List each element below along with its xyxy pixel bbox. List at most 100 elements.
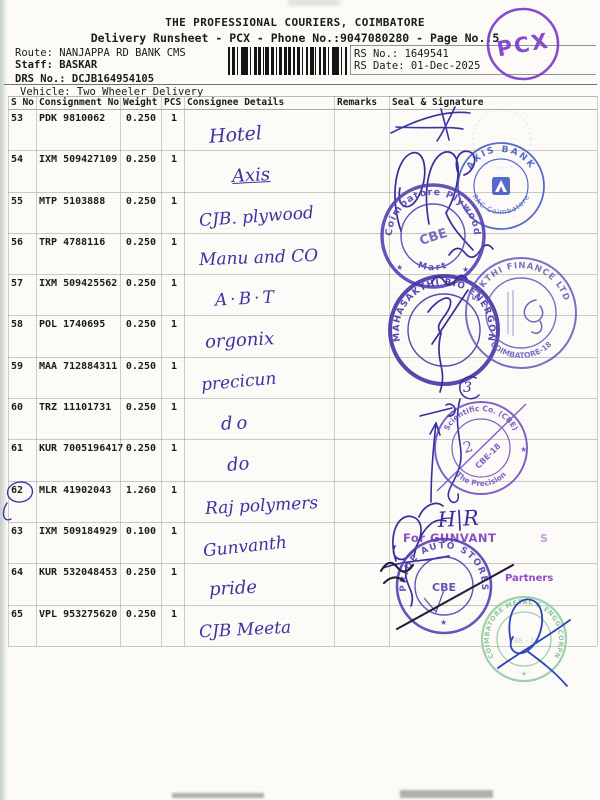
divider (350, 74, 596, 75)
pcs-value: 1 (170, 360, 178, 372)
consignee-handwritten: do (220, 412, 252, 435)
table-row: 55 MTP 5103888 0.250 1 CJB. plywood (8, 192, 597, 234)
consignee-handwritten: orgonix (204, 328, 275, 354)
remarks-cell (334, 151, 389, 192)
serial-number: 55 (11, 195, 24, 207)
seal-cell (389, 110, 597, 151)
consignment-number: VPL 953275620 (39, 608, 118, 620)
weight-value: 0.250 (125, 402, 156, 414)
serial-number: 60 (11, 402, 24, 414)
grid-line (8, 96, 9, 646)
table-row: 60 TRZ 11101731 0.250 1 do (8, 399, 597, 440)
document-title: THE PROFESSIONAL COURIERS, COIMBATORE (165, 16, 425, 29)
table-row: 57 IXM 509425562 0.250 1 A·B·T (8, 275, 597, 316)
seal-cell (389, 522, 597, 563)
consignee-handwritten: pride (208, 577, 258, 601)
weight-value: 0.250 (125, 567, 156, 579)
consignee-cell: A·B·T (184, 275, 334, 316)
consignee-cell: Hotel (184, 110, 334, 151)
serial-number: 56 (11, 236, 24, 248)
seal-cell (389, 564, 597, 605)
serial-number: 62 (11, 484, 24, 496)
table-row: 63 IXM 509184929 0.100 1 Gunvanth (8, 522, 597, 564)
pcs-value: 1 (170, 236, 178, 248)
consignee-handwritten: Raj polymers (204, 492, 319, 519)
remarks-cell (334, 192, 389, 233)
grid-line (334, 96, 335, 646)
document-subtitle: Delivery Runsheet - PCX - Phone No.:9047… (90, 31, 500, 45)
divider (350, 45, 351, 74)
pcs-value: 1 (170, 402, 178, 414)
consignee-cell: CJB. plywood (184, 192, 334, 233)
consignment-number: IXM 509184929 (39, 525, 118, 537)
weight-value: 0.250 (125, 360, 156, 372)
seal-cell (389, 399, 597, 440)
table-row: 54 IXM 509427109 0.250 1 Axis (8, 151, 597, 193)
route-line: Route: NANJAPPA RD BANK CMS (15, 47, 186, 59)
pcs-value: 1 (170, 608, 178, 620)
serial-number: 59 (11, 360, 24, 372)
grid-line (161, 96, 162, 646)
grid-line (120, 96, 121, 646)
consignee-handwritten: Gunvanth (202, 532, 288, 562)
consignee-handwritten: A·B·T (214, 287, 278, 311)
consignment-number: IXM 509425562 (39, 278, 118, 290)
col-header-consignment: Consignment No (36, 96, 120, 110)
remarks-cell (334, 564, 389, 605)
remarks-cell (334, 316, 389, 357)
seal-cell (389, 481, 597, 522)
seal-cell (389, 316, 597, 357)
col-header-pcs: PCS (161, 96, 184, 110)
serial-number: 53 (11, 113, 24, 124)
consignee-cell: CJB Meeta (184, 605, 334, 646)
table-row: 64 KUR 532048453 0.250 1 pride (8, 564, 597, 606)
pcs-value: 1 (170, 319, 178, 331)
remarks-cell (334, 522, 389, 563)
serial-number: 63 (11, 525, 24, 537)
runsheet-table-body: 53 PDK 9810062 0.250 1 Hotel 54 IXM 5094… (8, 110, 597, 647)
weight-value: 0.250 (125, 236, 156, 248)
weight-value: 0.250 (125, 608, 156, 620)
weight-value: 0.250 (125, 319, 156, 331)
grid-line (184, 96, 185, 646)
rs-number: RS No.: 1649541 (354, 48, 449, 60)
remarks-cell (334, 605, 389, 646)
col-header-seal: Seal & Signature (389, 96, 597, 110)
remarks-cell (334, 440, 389, 481)
weight-value: 0.250 (125, 154, 156, 166)
consignee-handwritten: CJB Meeta (198, 617, 292, 642)
seal-cell (389, 357, 597, 398)
divider (350, 45, 596, 46)
table-row: 53 PDK 9810062 0.250 1 Hotel (8, 110, 597, 151)
serial-number: 65 (11, 608, 24, 620)
weight-value: 0.250 (125, 443, 156, 455)
weight-value: 0.250 (125, 113, 156, 124)
grid-line (389, 96, 390, 646)
consignment-number: KUR 7005196417 (39, 443, 124, 455)
seal-cell (389, 440, 597, 481)
serial-number: 54 (11, 154, 24, 166)
seal-cell (389, 151, 597, 192)
remarks-cell (334, 357, 389, 398)
grid-line (597, 96, 598, 646)
consignment-number: IXM 509427109 (39, 154, 118, 166)
consignment-number: TRZ 11101731 (39, 402, 112, 414)
pcs-value: 1 (170, 525, 178, 537)
table-header-row: S No Consignment No Weight PCS Consignee… (8, 96, 597, 110)
table-row: 61 KUR 7005196417 0.250 1 do (8, 440, 597, 482)
pcs-value: 1 (170, 278, 178, 290)
consignee-cell: Raj polymers (184, 481, 334, 522)
remarks-cell (334, 481, 389, 522)
consignee-cell: orgonix (184, 316, 334, 357)
pcs-value: 1 (170, 484, 178, 496)
scan-artifact-bar (400, 790, 493, 798)
barcode (228, 47, 348, 75)
weight-value: 0.100 (125, 525, 156, 537)
consignment-number: MLR 41902043 (39, 484, 112, 496)
consignee-handwritten: precicun (200, 368, 278, 396)
serial-number: 58 (11, 319, 24, 331)
pcs-value: 1 (170, 113, 178, 124)
consignee-handwritten: Hotel (208, 122, 263, 148)
consignee-handwritten: CJB. plywood (198, 202, 315, 231)
